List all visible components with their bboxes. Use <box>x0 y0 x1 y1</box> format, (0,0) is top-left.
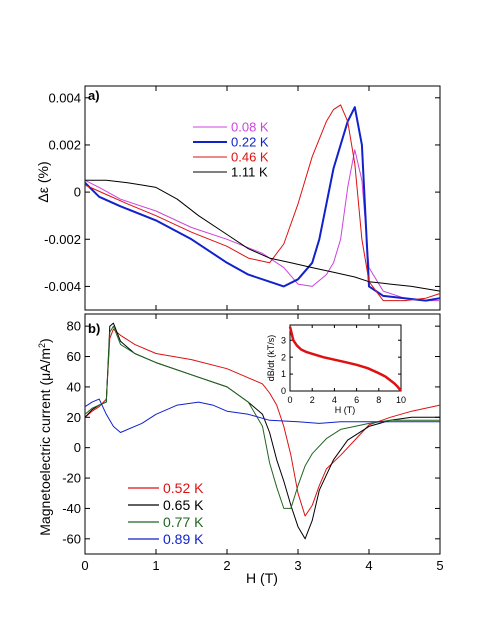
x-tick-label: 0 <box>287 395 292 405</box>
panel-a-ylabel: Δε (%) <box>35 161 51 202</box>
x-tick-label: 8 <box>376 395 381 405</box>
legend-label: 0.65 K <box>163 497 204 513</box>
y-tick-label: -60 <box>62 531 81 546</box>
panel-b-inset: H (T) dB/dt (kT/s) 0 2 4 6 8 10 0 1 2 3 <box>266 324 406 415</box>
inset-frame <box>289 324 402 392</box>
series-line <box>84 322 440 540</box>
y-tick-label: 0 <box>74 185 81 200</box>
panel-a: a) Δε (%) -0.004 -0.002 0 0.002 0.004 0.08 K… <box>35 85 441 311</box>
x-tick-label: 1 <box>152 558 159 573</box>
panel-a-label: a) <box>88 88 100 103</box>
x-tick-label: 6 <box>354 395 359 405</box>
panel-b-ylabel: Magnetoelectric current (μA/m2) <box>37 338 53 535</box>
y-tick-label: 0 <box>74 440 81 455</box>
legend-label: 0.46 K <box>231 150 269 165</box>
y-tick-label: 0.002 <box>48 137 81 152</box>
panel-a-frame <box>84 85 441 311</box>
x-tick-label: 4 <box>365 558 372 573</box>
y-tick-label: 3 <box>281 335 286 345</box>
legend-label: 0.77 K <box>163 514 204 530</box>
panel-b-ylabel-sup: 2 <box>37 343 47 348</box>
inset-series <box>288 326 402 392</box>
panel-b-ylabel-main: Magnetoelectric current (μA/m <box>37 348 53 536</box>
legend-label: 0.08 K <box>231 120 269 135</box>
x-tick-label: 5 <box>436 558 443 573</box>
y-tick-label: 40 <box>67 379 81 394</box>
series-line <box>85 179 441 292</box>
x-tick-label: 4 <box>332 395 337 405</box>
series-line <box>84 325 440 509</box>
inset-xlabel: H (T) <box>335 405 356 415</box>
y-tick-label: 60 <box>67 349 81 364</box>
panel-a-axes: -0.004 -0.002 0 0.002 0.004 <box>44 86 441 310</box>
panel-b-xlabel: H (T) <box>246 570 278 586</box>
panel-b-legend: 0.52 K0.65 K0.77 K0.89 K <box>128 480 204 547</box>
series-line <box>84 104 441 302</box>
inset-ylabel: dB/dt (kT/s) <box>266 335 276 382</box>
y-tick-label: 2 <box>281 352 286 362</box>
panel-b-ylabel-close: ) <box>37 338 53 343</box>
legend-label: 0.22 K <box>231 135 269 150</box>
x-tick-label: 10 <box>396 395 406 405</box>
panel-b-frame <box>84 313 441 555</box>
legend-label: 0.89 K <box>163 531 204 547</box>
panel-a-legend: 0.08 K0.22 K0.46 K1.11 K <box>193 120 269 180</box>
x-tick-label: 2 <box>310 395 315 405</box>
y-tick-label: -20 <box>62 471 81 486</box>
panel-a-series <box>84 104 441 302</box>
y-tick-label: 0 <box>281 386 286 396</box>
y-tick-label: 20 <box>67 410 81 425</box>
x-tick-label: 3 <box>294 558 301 573</box>
series-line <box>288 326 402 392</box>
series-line <box>84 398 440 433</box>
y-tick-label: -40 <box>62 501 81 516</box>
x-tick-label: 2 <box>223 558 230 573</box>
y-tick-label: 0.004 <box>48 90 81 105</box>
legend-label: 1.11 K <box>231 165 268 180</box>
y-tick-label: 80 <box>67 319 81 334</box>
panel-b-label: b) <box>88 321 100 336</box>
y-tick-label: -0.002 <box>44 232 81 247</box>
series-line <box>84 328 441 517</box>
y-tick-label: 1 <box>281 369 286 379</box>
panel-b: b) Magnetoelectric current (μA/m2) H (T)… <box>37 313 444 586</box>
legend-label: 0.52 K <box>163 480 204 496</box>
series-line <box>84 106 441 302</box>
y-tick-label: -0.004 <box>44 279 81 294</box>
panel-b-series <box>84 322 441 540</box>
inset-axes: 0 2 4 6 8 10 0 1 2 3 <box>281 325 406 405</box>
x-tick-label: 0 <box>81 558 88 573</box>
